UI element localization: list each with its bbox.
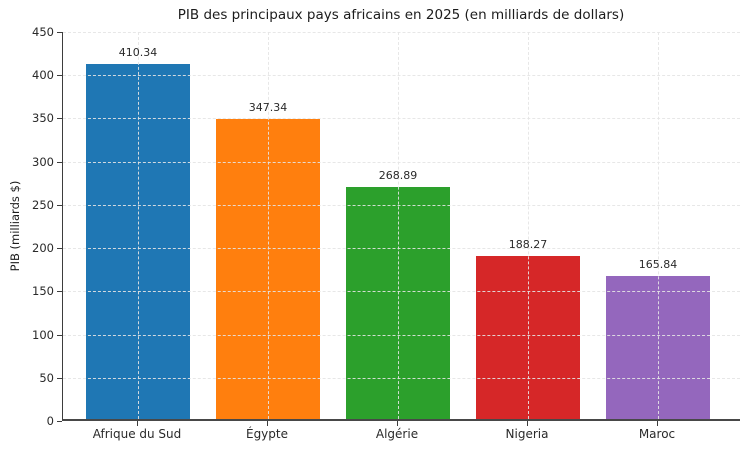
h-gridline: [63, 248, 740, 250]
v-gridline: [528, 32, 529, 419]
y-axis-label: PIB (milliards $): [8, 180, 22, 272]
v-gridline: [268, 32, 269, 419]
y-tick-mark: [57, 32, 62, 33]
x-tick-label: Maroc: [638, 427, 676, 441]
v-gridline: [138, 32, 139, 419]
y-tick-mark: [57, 421, 62, 422]
y-tick-label: 400: [32, 68, 54, 83]
x-tick-mark: [397, 421, 398, 426]
y-tick-mark: [57, 334, 62, 336]
y-tick-mark: [57, 291, 62, 293]
bar-value-label: 268.89: [378, 168, 418, 182]
h-gridline: [63, 291, 740, 293]
h-gridline: [63, 334, 740, 336]
y-tick-label: 50: [39, 370, 54, 385]
y-tick-label: 150: [32, 284, 54, 299]
chart-title: PIB des principaux pays africains en 202…: [177, 7, 625, 23]
x-tick-mark: [137, 421, 138, 426]
y-tick-label: 350: [32, 111, 54, 126]
y-tick-label: 100: [32, 327, 54, 342]
x-tick-label: Égypte: [245, 427, 288, 441]
y-tick-mark: [57, 75, 62, 77]
h-gridline: [63, 377, 740, 379]
x-tick-mark: [267, 421, 268, 426]
y-tick-mark: [57, 118, 62, 120]
h-gridline: [63, 118, 740, 120]
h-gridline: [63, 204, 740, 206]
y-tick-mark: [57, 161, 62, 163]
y-tick-label: 450: [32, 25, 54, 39]
y-tick-label: 200: [32, 241, 54, 256]
x-tick-label: Nigeria: [505, 427, 549, 441]
bar-value-label: 410.34: [118, 46, 158, 60]
y-tick-mark: [57, 377, 62, 379]
x-tick-label: Afrique du Sud: [92, 427, 182, 441]
h-gridline: [63, 161, 740, 163]
y-tick-label: 300: [32, 154, 54, 169]
v-gridline: [398, 32, 399, 419]
y-tick-label: 250: [32, 197, 54, 212]
plot-area: 410.34 347.34 268.89 188.27 165.84: [62, 32, 740, 421]
x-tick-mark: [657, 421, 658, 426]
bar-value-label: 347.34: [248, 100, 288, 114]
y-tick-label: 0: [46, 414, 54, 428]
y-tick-mark: [57, 204, 62, 206]
bar-value-label: 188.27: [508, 238, 548, 252]
y-tick-mark: [57, 248, 62, 250]
x-tick-label: Algérie: [375, 427, 419, 441]
x-tick-mark: [527, 421, 528, 426]
bar-value-label: 165.84: [638, 257, 678, 271]
h-gridline: [63, 32, 740, 33]
h-gridline: [63, 75, 740, 77]
v-gridline: [658, 32, 659, 419]
